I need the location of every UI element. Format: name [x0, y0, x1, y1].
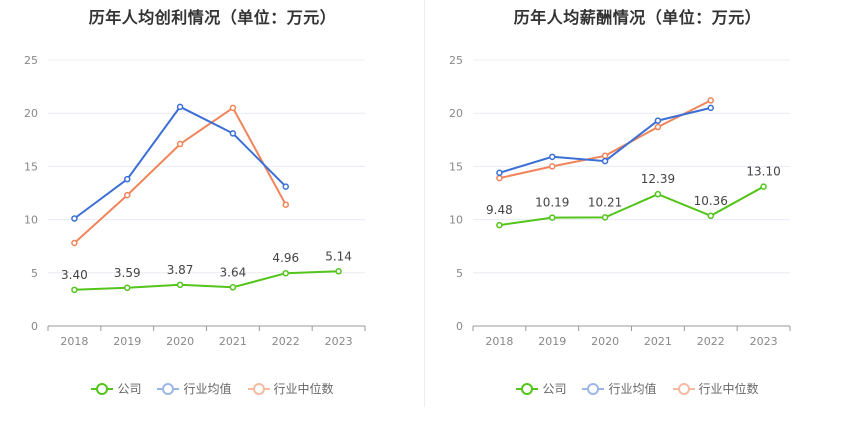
data-label: 5.14: [325, 249, 352, 263]
profit-chart-plot: 0 5 10 15 20 25 2018 2019 2020 2021 2022 2023 3.40 3.…: [24, 54, 366, 348]
data-point-industry-avg: [124, 175, 131, 183]
series-line-industry-median: [73, 106, 287, 244]
legend-item-company[interactable]: 公司: [516, 380, 566, 397]
x-tick-label: 2022: [272, 335, 300, 348]
series-line-company: [499, 185, 765, 227]
y-tick-label: 25: [24, 54, 38, 67]
data-point-industry-median: [124, 191, 131, 199]
y-tick-label: 5: [31, 267, 38, 280]
data-point-company: [549, 214, 556, 221]
x-tick-label: 2022: [697, 335, 725, 348]
data-point-industry-avg: [601, 157, 609, 165]
x-tick-label: 2023: [750, 335, 778, 348]
data-point-company: [124, 284, 131, 292]
data-label: 10.19: [535, 196, 569, 210]
legend-industry-median-swatch: [672, 382, 695, 395]
legend-company-swatch: [516, 382, 539, 395]
data-point-company: [335, 268, 342, 275]
data-point-company: [496, 221, 503, 229]
y-tick-label: 15: [24, 160, 38, 173]
legend-label: 行业均值: [183, 382, 232, 396]
legend-label: 公司: [117, 382, 142, 396]
chart-legend: 公司 行业均值 行业中位数: [425, 380, 850, 397]
y-tick-label: 5: [456, 267, 463, 280]
data-point-company: [601, 214, 609, 221]
data-point-industry-median: [176, 140, 184, 148]
legend-item-industry-avg[interactable]: 行业均值: [157, 380, 232, 397]
data-point-industry-avg: [176, 103, 184, 111]
data-point-industry-avg: [229, 130, 237, 137]
legend-industry-avg-swatch: [582, 382, 605, 395]
y-tick-label: 10: [449, 214, 463, 227]
legend-item-industry-median[interactable]: 行业中位数: [247, 380, 334, 397]
y-tick-label: 15: [449, 160, 463, 173]
data-point-industry-median: [71, 239, 78, 247]
data-point-industry-median: [496, 174, 503, 182]
chart-title: 历年人均薪酬情况（单位：万元）: [513, 8, 762, 27]
data-point-industry-median: [707, 97, 714, 104]
data-point-company: [760, 183, 767, 190]
data-point-industry-median: [601, 152, 609, 160]
salary-chart-plot: 0 5 10 15 20 25 2018 2019 2020 2021 2022 2023 9.48 10…: [449, 54, 791, 348]
legend-industry-avg-swatch: [157, 382, 180, 395]
data-point-industry-median: [282, 201, 289, 208]
x-tick-label: 2019: [113, 335, 141, 348]
data-point-industry-median: [229, 104, 237, 112]
data-point-company: [71, 286, 78, 294]
data-point-company: [282, 269, 289, 277]
x-tick-label: 2020: [591, 335, 619, 348]
data-label: 13.10: [746, 165, 780, 179]
legend-item-company[interactable]: 公司: [91, 380, 141, 397]
legend-label: 行业中位数: [273, 382, 334, 396]
x-tick-label: 2018: [485, 335, 513, 348]
data-point-industry-median: [549, 163, 556, 170]
data-point-industry-avg: [71, 215, 78, 222]
series-line-industry-avg: [73, 105, 287, 220]
data-point-company: [654, 190, 662, 198]
panel-divider: [424, 0, 425, 407]
legend-item-industry-avg[interactable]: 行业均值: [582, 380, 657, 397]
data-label: 9.48: [486, 203, 513, 217]
x-tick-label: 2023: [325, 335, 353, 348]
data-point-company: [707, 212, 714, 220]
series-line-company: [74, 270, 339, 291]
x-tick-label: 2021: [644, 335, 672, 348]
x-tick-label: 2021: [219, 335, 247, 348]
chart-legend: 公司 行业均值 行业中位数: [0, 380, 425, 397]
x-tick-label: 2019: [538, 335, 566, 348]
data-point-industry-avg: [282, 183, 289, 190]
data-label: 10.21: [588, 195, 622, 209]
y-tick-label: 0: [31, 320, 38, 333]
y-tick-label: 10: [24, 214, 38, 227]
legend-label: 公司: [542, 382, 567, 396]
data-label: 12.39: [641, 172, 675, 186]
y-tick-label: 20: [449, 107, 463, 120]
data-point-industry-avg: [707, 104, 714, 112]
data-point-industry-avg: [549, 153, 556, 161]
profit-chart-panel: 历年人均创利情况（单位：万元） 0 5 10 15 20 25 2018 2019 2020 20…: [0, 8, 425, 397]
data-label: 10.36: [694, 194, 728, 208]
data-point-company: [176, 281, 184, 289]
chart-title: 历年人均创利情况（单位：万元）: [88, 8, 337, 27]
x-tick-label: 2018: [60, 335, 88, 348]
y-tick-label: 20: [24, 107, 38, 120]
data-label: 3.40: [61, 268, 88, 282]
data-point-industry-avg: [496, 169, 503, 177]
data-label: 4.96: [272, 251, 299, 265]
x-tick-label: 2020: [166, 335, 194, 348]
salary-chart-panel: 历年人均薪酬情况（单位：万元） 0 5 10 15 20 25 2018 2019 2020 20…: [425, 0, 850, 437]
data-point-industry-avg: [654, 117, 662, 124]
data-point-company: [229, 284, 237, 291]
data-label: 3.64: [220, 265, 247, 279]
data-label: 3.59: [114, 266, 141, 280]
legend-company-swatch: [91, 382, 114, 395]
y-tick-label: 0: [456, 320, 463, 333]
legend-industry-median-swatch: [247, 382, 270, 395]
legend-label: 行业均值: [608, 382, 657, 396]
legend-label: 行业中位数: [698, 382, 759, 396]
data-label: 3.87: [167, 263, 194, 277]
y-tick-label: 25: [449, 54, 463, 67]
data-point-industry-median: [654, 123, 662, 131]
legend-item-industry-median[interactable]: 行业中位数: [672, 380, 759, 397]
